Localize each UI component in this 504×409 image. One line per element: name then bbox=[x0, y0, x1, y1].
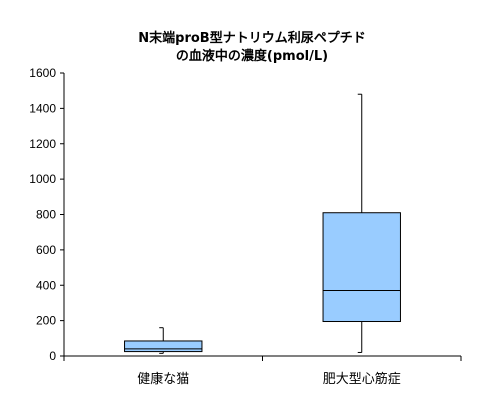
box-iqr bbox=[124, 340, 203, 353]
box-series bbox=[124, 93, 401, 354]
y-tick-label: 1400 bbox=[29, 101, 56, 115]
y-tick-label: 1200 bbox=[29, 137, 56, 151]
category-label: 健康な猫 bbox=[137, 371, 189, 387]
chart-title-line-1: N末端proB型ナトリウム利尿ペプチド bbox=[138, 31, 366, 46]
y-tick-label: 400 bbox=[36, 278, 56, 292]
y-tick-label: 200 bbox=[36, 314, 56, 328]
y-tick-label: 0 bbox=[49, 349, 56, 363]
y-tick-label: 800 bbox=[36, 208, 56, 222]
axes: 0 200 400 600 800 1000 1200 1400 1600 健康な猫 肥大型心筋症 bbox=[29, 66, 462, 387]
box-1 bbox=[124, 327, 203, 354]
y-tick-label: 1000 bbox=[29, 172, 56, 186]
box-iqr bbox=[322, 212, 401, 323]
chart-title-line-2: の血液中の濃度(pmol/L) bbox=[175, 49, 329, 64]
box-2 bbox=[322, 93, 401, 353]
y-tick-label: 1600 bbox=[29, 66, 56, 80]
y-tick-label: 600 bbox=[36, 243, 56, 257]
category-label: 肥大型心筋症 bbox=[323, 371, 401, 387]
